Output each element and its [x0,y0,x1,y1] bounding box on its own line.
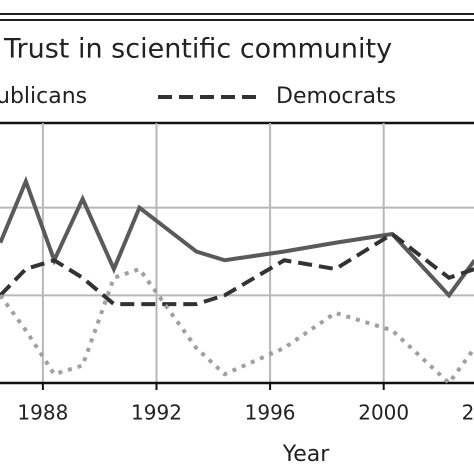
x-axis-label: Year [282,442,331,467]
legend-label: Democrats [276,84,396,109]
chart-title: Trust in scientific community [3,34,392,65]
series-line [0,175,474,299]
series-line [0,266,474,386]
x-tick-label: 2000 [358,401,409,425]
x-tick-label: 1992 [131,401,182,425]
x-tick-label: 1988 [17,401,68,425]
x-tick-label: 1996 [245,401,296,425]
x-tick-label: 2 [462,401,474,425]
legend-label: ublicans [0,84,87,109]
series-line [0,231,474,307]
